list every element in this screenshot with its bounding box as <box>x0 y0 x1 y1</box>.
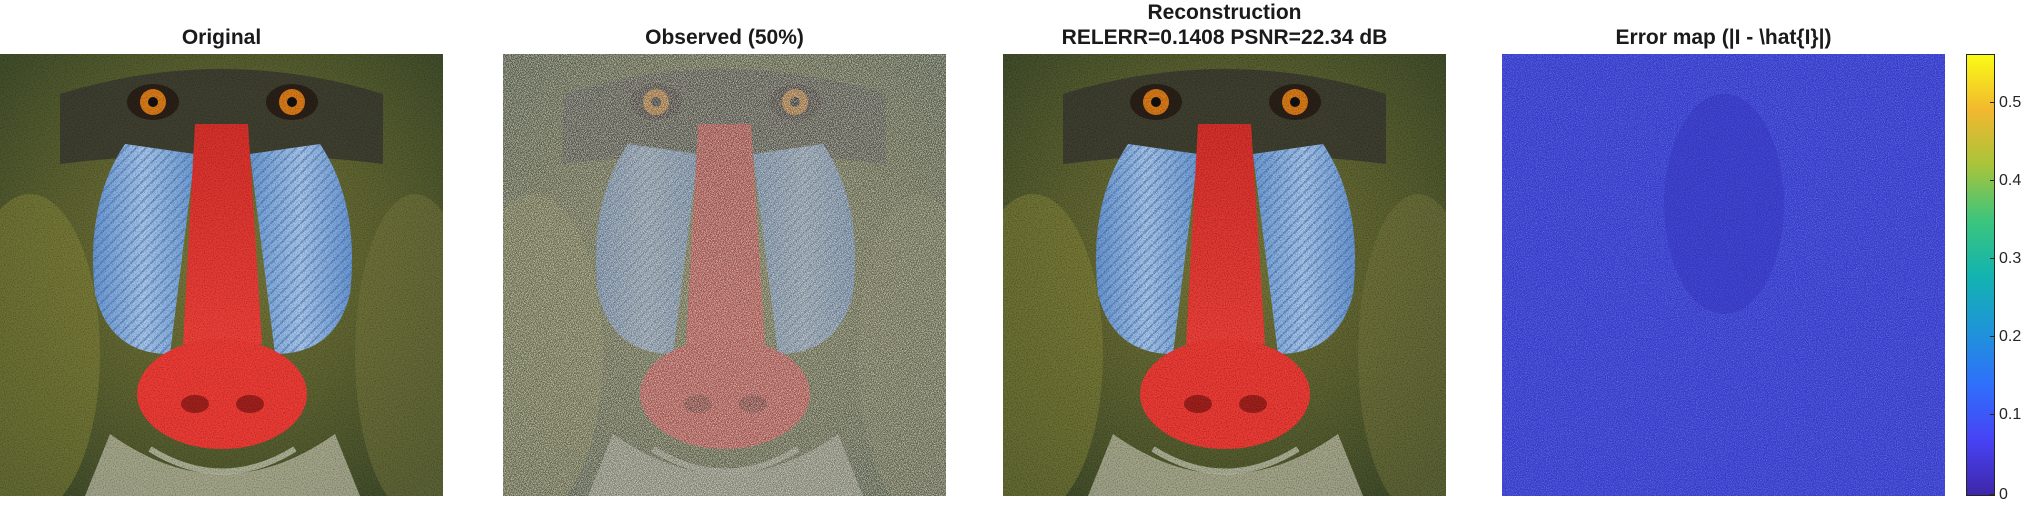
panel-title-reconstruction: Reconstruction <box>1147 1 1302 24</box>
colorbar-tick-mark <box>1990 414 1995 415</box>
panel-title-observed: Observed (50%) <box>645 26 804 49</box>
colorbar <box>1966 54 1995 496</box>
colorbar-tick-label: 0.1 <box>1999 406 2022 423</box>
reconstruction-image <box>1003 54 1446 496</box>
colorbar-tick-mark <box>1990 102 1995 103</box>
colorbar-tick-label: 0.3 <box>1999 250 2022 267</box>
panel-subtitle-metrics: RELERR=0.1408 PSNR=22.34 dB <box>1061 26 1388 49</box>
colorbar-tick-mark <box>1990 494 1995 495</box>
error-map-image <box>1502 54 1945 496</box>
original-image <box>0 54 443 496</box>
colorbar-tick-label: 0.5 <box>1999 94 2022 111</box>
colorbar-tick-mark <box>1990 180 1995 181</box>
panel-title-error-map: Error map (|I - \hat{I}|) <box>1615 26 1832 49</box>
colorbar-tick-mark <box>1990 258 1995 259</box>
colorbar-tick-mark <box>1990 336 1995 337</box>
panel-title-original: Original <box>181 26 262 49</box>
colorbar-tick-label: 0.4 <box>1999 172 2022 189</box>
colorbar-tick-label: 0.2 <box>1999 328 2022 345</box>
observed-image <box>503 54 946 496</box>
colorbar-tick-label: 0 <box>1999 486 2008 503</box>
